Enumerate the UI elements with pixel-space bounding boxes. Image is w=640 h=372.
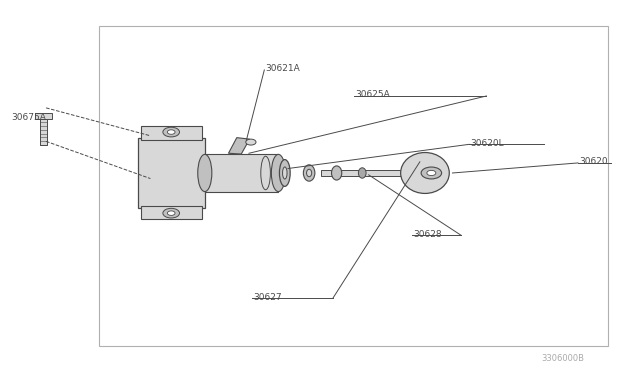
Circle shape	[427, 170, 436, 176]
Text: 30627: 30627	[253, 293, 282, 302]
Polygon shape	[228, 138, 250, 154]
Text: 30675A: 30675A	[12, 113, 46, 122]
Ellipse shape	[332, 166, 342, 180]
Ellipse shape	[401, 153, 449, 193]
Text: 30620: 30620	[579, 157, 608, 166]
Ellipse shape	[303, 165, 315, 181]
Bar	[141, 126, 202, 140]
Bar	[40, 119, 47, 145]
Circle shape	[421, 167, 442, 179]
Ellipse shape	[283, 167, 287, 179]
Ellipse shape	[261, 156, 270, 190]
Text: 30621A: 30621A	[266, 64, 300, 73]
Ellipse shape	[198, 154, 212, 192]
Text: 30620L: 30620L	[470, 139, 504, 148]
Circle shape	[163, 127, 179, 137]
Text: 3306000B: 3306000B	[541, 354, 584, 363]
Text: 30625A: 30625A	[355, 90, 390, 99]
Text: 30628: 30628	[413, 230, 442, 239]
Bar	[35, 113, 52, 119]
Ellipse shape	[280, 160, 290, 186]
Ellipse shape	[271, 154, 285, 192]
Bar	[99, 26, 608, 346]
Ellipse shape	[246, 139, 256, 145]
Circle shape	[163, 208, 179, 218]
Ellipse shape	[358, 168, 366, 178]
Bar	[205, 154, 278, 192]
Bar	[138, 138, 205, 208]
Circle shape	[168, 130, 175, 134]
Circle shape	[168, 211, 175, 215]
Bar	[141, 206, 202, 219]
Ellipse shape	[307, 169, 312, 177]
Bar	[321, 170, 413, 176]
